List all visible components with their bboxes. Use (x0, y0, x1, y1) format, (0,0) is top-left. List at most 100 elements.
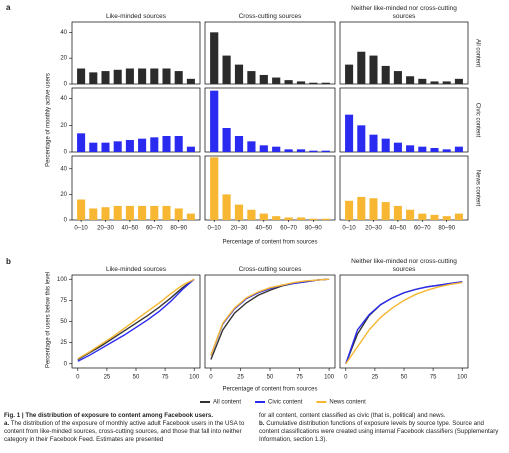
bar (284, 217, 293, 220)
caption: Fig. 1 | The distribution of exposure to… (4, 412, 504, 444)
plot-frame (204, 21, 336, 85)
bar (442, 216, 451, 220)
caption-left: Fig. 1 | The distribution of exposure to… (4, 412, 249, 444)
panel-label: a (6, 3, 11, 12)
bar (222, 55, 231, 84)
y-tick-label: 40 (60, 96, 67, 102)
bar (247, 141, 256, 152)
plot-frame (339, 274, 469, 369)
chart-title: Cross-cutting sources (238, 12, 302, 20)
x-tick-label: 25 (104, 375, 111, 381)
plot-frame (339, 155, 469, 221)
row-label: News content (474, 170, 480, 207)
bar (345, 114, 354, 152)
bar (162, 68, 171, 84)
caption-text: The distribution of the exposure of mont… (4, 420, 245, 443)
bar (309, 82, 318, 84)
bar (418, 213, 427, 220)
line (77, 278, 195, 360)
y-tick-label: 0 (64, 82, 68, 88)
bar (113, 69, 122, 84)
caption-text: for all content, content classified as c… (259, 412, 446, 419)
x-axis-label: Percentage of content from sources (222, 240, 317, 246)
x-tick-label: 40–50 (255, 226, 272, 232)
bar (150, 137, 159, 152)
bar (296, 81, 306, 84)
bar (101, 207, 110, 220)
y-tick-label: 0 (64, 150, 68, 156)
bar (113, 141, 122, 152)
x-tick-label: 0–10 (208, 226, 222, 232)
x-tick-label: 80–90 (438, 226, 455, 232)
x-tick-label: 60–70 (414, 226, 431, 232)
row-label: Civic content (474, 103, 480, 138)
x-tick-label: 40–50 (390, 226, 407, 232)
legend-label: Civic content (268, 400, 303, 406)
bar (210, 90, 219, 152)
y-tick-label: 50 (60, 319, 67, 325)
x-tick-label: 75 (296, 375, 303, 381)
bar (174, 136, 183, 152)
chart-title: Like-minded sources (106, 12, 166, 20)
bar (272, 146, 281, 152)
x-tick-label: 0–10 (342, 226, 356, 232)
bar (345, 64, 354, 84)
x-tick-label: 25 (372, 375, 379, 381)
x-tick-label: 25 (237, 375, 244, 381)
bar (89, 72, 98, 84)
x-tick-label: 0–10 (74, 226, 88, 232)
x-tick-label: 75 (162, 375, 169, 381)
y-tick-label: 75 (60, 298, 67, 304)
legend-label: All content (213, 400, 241, 406)
bar (138, 205, 147, 220)
bar (77, 199, 86, 220)
line (77, 278, 195, 362)
x-tick-label: 0 (344, 375, 348, 381)
x-tick-label: 100 (457, 375, 468, 381)
plot-frame (71, 155, 201, 221)
x-tick-label: 80–90 (170, 226, 187, 232)
bar (454, 213, 463, 220)
chart-title: Cross-cutting sources (238, 265, 302, 273)
bar (247, 71, 256, 84)
bar (357, 196, 366, 220)
x-tick-label: 20–30 (231, 226, 248, 232)
bar (186, 146, 195, 152)
bar (442, 81, 451, 84)
line (345, 281, 463, 364)
bar (234, 204, 244, 220)
x-tick-label: 50 (267, 375, 274, 381)
bar (247, 209, 256, 220)
y-tick-label: 100 (57, 277, 68, 283)
bar (393, 205, 402, 220)
bar (162, 136, 171, 152)
panel-label: b (6, 257, 11, 266)
bar (186, 213, 195, 220)
bar (381, 65, 390, 84)
y-tick-label: 0 (64, 218, 68, 224)
bar (309, 150, 318, 152)
caption-label: a. (4, 420, 10, 427)
line (210, 278, 330, 360)
bar (259, 145, 268, 152)
bar (296, 149, 306, 152)
bar (357, 51, 366, 84)
x-tick-label: 0 (209, 375, 213, 381)
row-label: All content (474, 39, 480, 67)
y-axis-label: Percentage of monthly active users (46, 73, 52, 167)
caption-right: for all content, content classified as c… (259, 412, 504, 444)
bar (321, 82, 330, 84)
bar (150, 68, 159, 84)
x-axis-label: Percentage of content from sources (222, 387, 317, 393)
chart-title: Like-minded sources (106, 265, 166, 273)
bar (430, 148, 439, 152)
bar (272, 77, 281, 84)
bar (222, 128, 231, 152)
y-tick-label: 40 (60, 166, 67, 172)
bar (381, 138, 390, 152)
legend-label: News content (329, 400, 366, 406)
bar (321, 218, 330, 220)
x-tick-label: 60–70 (280, 226, 297, 232)
y-tick-label: 0 (64, 361, 68, 367)
